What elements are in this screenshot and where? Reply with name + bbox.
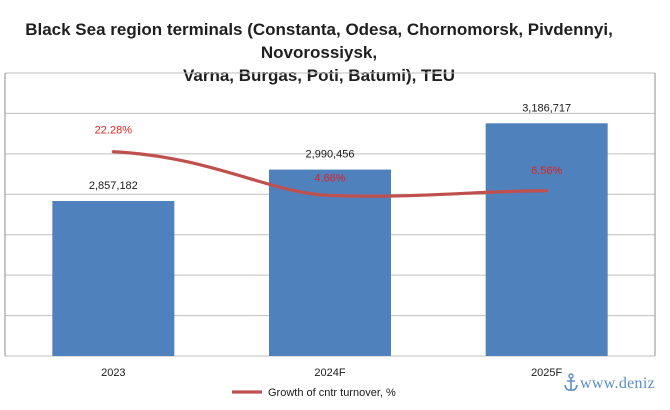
growth-value-label: 6.56% — [531, 165, 562, 177]
growth-line — [111, 150, 549, 198]
x-tick-label: 2023 — [101, 367, 125, 379]
x-tick-label: 2024F — [314, 367, 345, 379]
legend-label-growth: Growth of cntr turnover, % — [268, 387, 396, 399]
chart-title-line-1: Black Sea region terminals (Constanta, O… — [25, 20, 613, 62]
bar-value-label: 3,186,717 — [522, 102, 571, 114]
growth-value-label: 4.66% — [314, 172, 345, 184]
bar-2023 — [52, 201, 175, 356]
growth-value-label: 22.28% — [95, 125, 133, 137]
bar-2025F — [485, 123, 608, 356]
x-tick-label: 2025F — [531, 367, 562, 379]
bar-value-label: 2,990,456 — [306, 149, 355, 161]
watermark-text: www.deniz — [580, 375, 655, 392]
anchor-icon — [564, 373, 578, 391]
chart-title-line-2: Varna, Burgas, Poti, Batumi), TEU — [182, 66, 456, 85]
bar-2024F — [269, 169, 391, 356]
bar-value-label: 2,857,182 — [89, 180, 138, 192]
chart-title: Black Sea region terminals (Constanta, O… — [0, 18, 644, 87]
